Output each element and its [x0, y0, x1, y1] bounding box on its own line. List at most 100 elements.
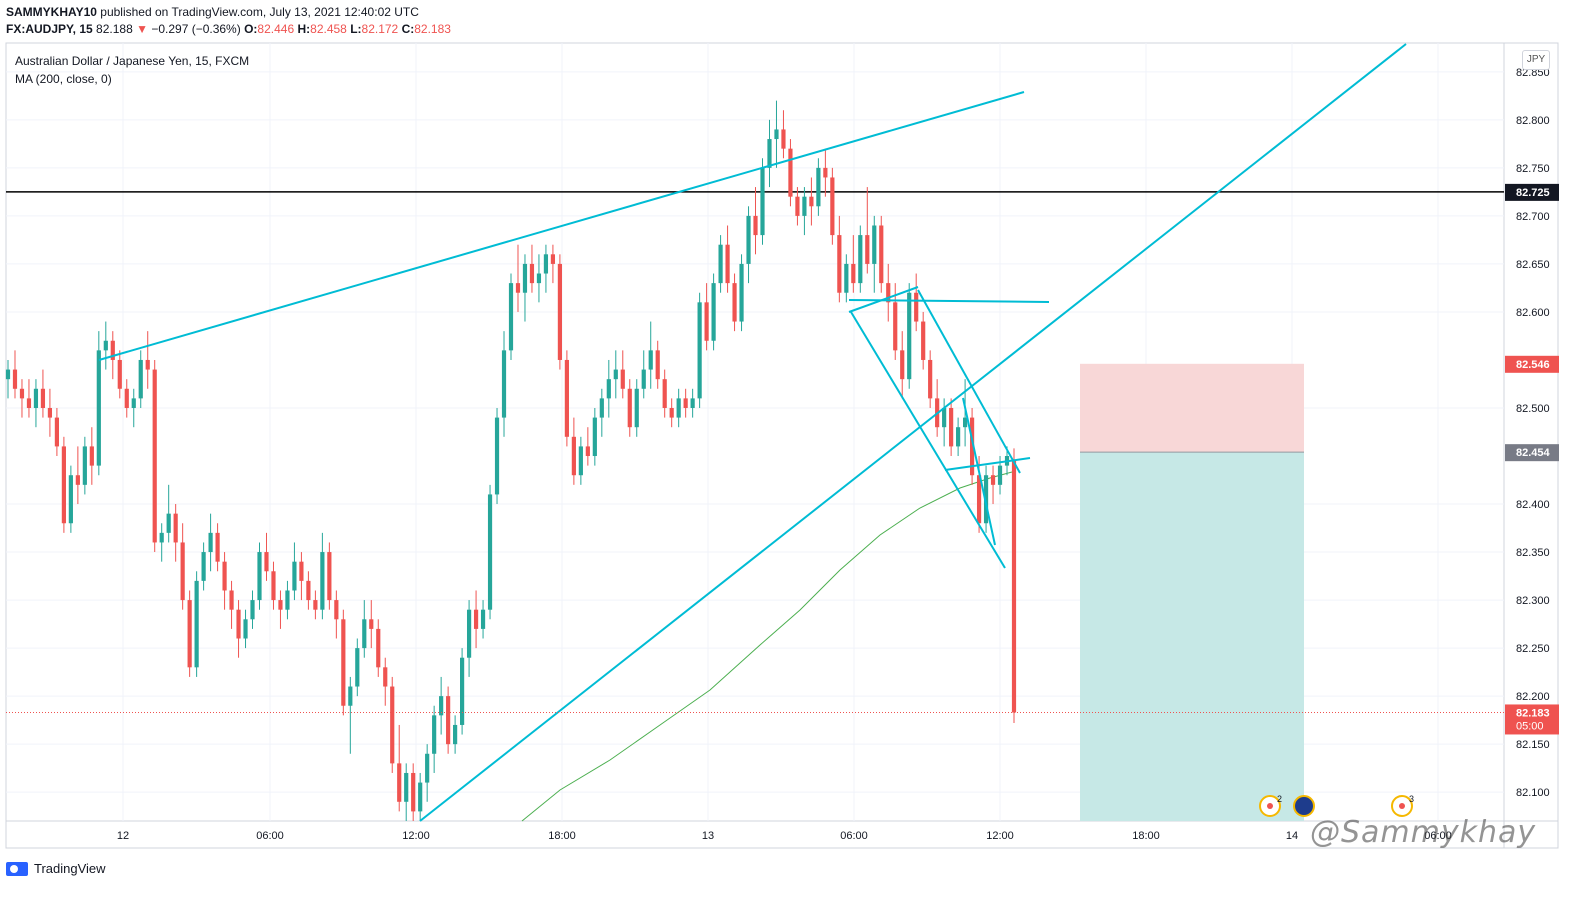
y-tick-label: 82.400 [1516, 499, 1550, 511]
event-dot-icon [1399, 803, 1405, 809]
price-label-text: 82.454 [1516, 447, 1551, 459]
candle-body [68, 475, 73, 524]
candle-body [222, 561, 227, 591]
candle-body [110, 340, 115, 360]
y-tick-label: 82.600 [1516, 307, 1550, 319]
candle-body [250, 600, 255, 620]
candle-body [704, 302, 709, 341]
candle-body [187, 600, 192, 668]
candle-body [208, 532, 213, 553]
candle-body [180, 542, 185, 601]
candle-body [292, 561, 297, 591]
tradingview-footer[interactable]: TradingView [6, 861, 106, 876]
price-label-text: 82.546 [1516, 359, 1550, 371]
candle-body [285, 590, 290, 610]
author-name[interactable]: SAMMYKHAY10 [6, 5, 97, 19]
trendline [419, 43, 1407, 822]
event-count-label: 3 [1409, 794, 1414, 804]
x-tick-label: 06:00 [1424, 830, 1452, 842]
candle-body [145, 359, 150, 370]
candle-body [739, 263, 744, 322]
indicator-legend[interactable]: MA (200, close, 0) [15, 72, 112, 86]
y-tick-label: 82.300 [1516, 595, 1550, 607]
trendline [850, 311, 1006, 569]
candle-body [809, 196, 814, 207]
x-tick-label: 12 [117, 830, 129, 842]
tradingview-logo-icon [6, 861, 28, 876]
candle-body [893, 302, 898, 351]
candle-body [781, 129, 786, 149]
candle-body [173, 513, 178, 543]
candle-body [872, 225, 877, 264]
candle-body [355, 648, 360, 687]
take-profit-zone [1080, 452, 1304, 821]
close-value: 82.183 [414, 22, 451, 36]
candle-body [5, 369, 11, 380]
x-tick-label: 18:00 [548, 830, 576, 842]
chart-axes: 82.85082.80082.75082.70082.65082.60082.5… [117, 67, 1550, 842]
price-label-box [1505, 355, 1559, 373]
candle-body [159, 532, 164, 543]
candle-body [404, 772, 409, 802]
candle-body [564, 359, 569, 437]
candle-body [795, 196, 800, 216]
candle-body [320, 552, 325, 610]
candle-body [236, 609, 241, 639]
change-value: −0.297 (−0.36%) [151, 22, 241, 36]
candle-body [956, 427, 961, 447]
candle-body [33, 388, 39, 408]
candle-body [648, 350, 653, 370]
price-label-text: 82.183 [1516, 707, 1550, 719]
candle-body [725, 244, 730, 284]
position-zones [6, 191, 1504, 821]
chart-legend-title: Australian Dollar / Japanese Yen, 15, FX… [15, 54, 250, 68]
candle-body [543, 254, 549, 274]
candle-body [327, 552, 332, 601]
candle-body [40, 388, 46, 408]
open-label: O: [244, 22, 258, 36]
candle-body [655, 350, 660, 380]
australia-flag-icon [1293, 795, 1315, 817]
candle-body [774, 129, 779, 140]
candle-body [620, 369, 625, 389]
candle-body [299, 561, 304, 581]
countdown-label: 05:00 [1516, 720, 1544, 732]
close-label: C: [401, 22, 415, 36]
x-tick-label: 12:00 [986, 830, 1014, 842]
candle-body [997, 465, 1003, 485]
currency-badge[interactable]: JPY [1522, 50, 1550, 70]
candle-body [914, 292, 919, 322]
candle-body [278, 600, 283, 610]
y-tick-label: 82.350 [1516, 547, 1550, 559]
candle-body [816, 167, 821, 207]
trendline [917, 289, 1021, 474]
candle-body [550, 254, 556, 264]
trendline [848, 286, 919, 313]
candle-body [26, 398, 32, 408]
candle-body [606, 379, 611, 399]
candle-body [690, 398, 695, 408]
candle-body [942, 407, 947, 428]
x-tick-label: 14 [1286, 830, 1298, 842]
candle-body [501, 350, 507, 418]
chart-frame [5, 42, 1559, 849]
candle-body [669, 407, 674, 418]
candle-body [753, 215, 758, 236]
candle-body [411, 772, 416, 812]
candle-body [557, 263, 562, 360]
candle-body [264, 552, 269, 572]
candle-body [508, 283, 514, 351]
candle-body [767, 139, 772, 168]
candle-body [976, 475, 982, 524]
candle-body [634, 388, 639, 428]
candle-body [592, 417, 597, 457]
chart-grid [5, 42, 1559, 849]
low-value: 82.172 [361, 22, 399, 36]
candle-body [229, 590, 234, 610]
candle-body [578, 446, 583, 476]
candle-body [117, 359, 122, 389]
candle-body [432, 715, 437, 754]
low-label: L: [350, 22, 362, 36]
candle-body [851, 263, 856, 284]
